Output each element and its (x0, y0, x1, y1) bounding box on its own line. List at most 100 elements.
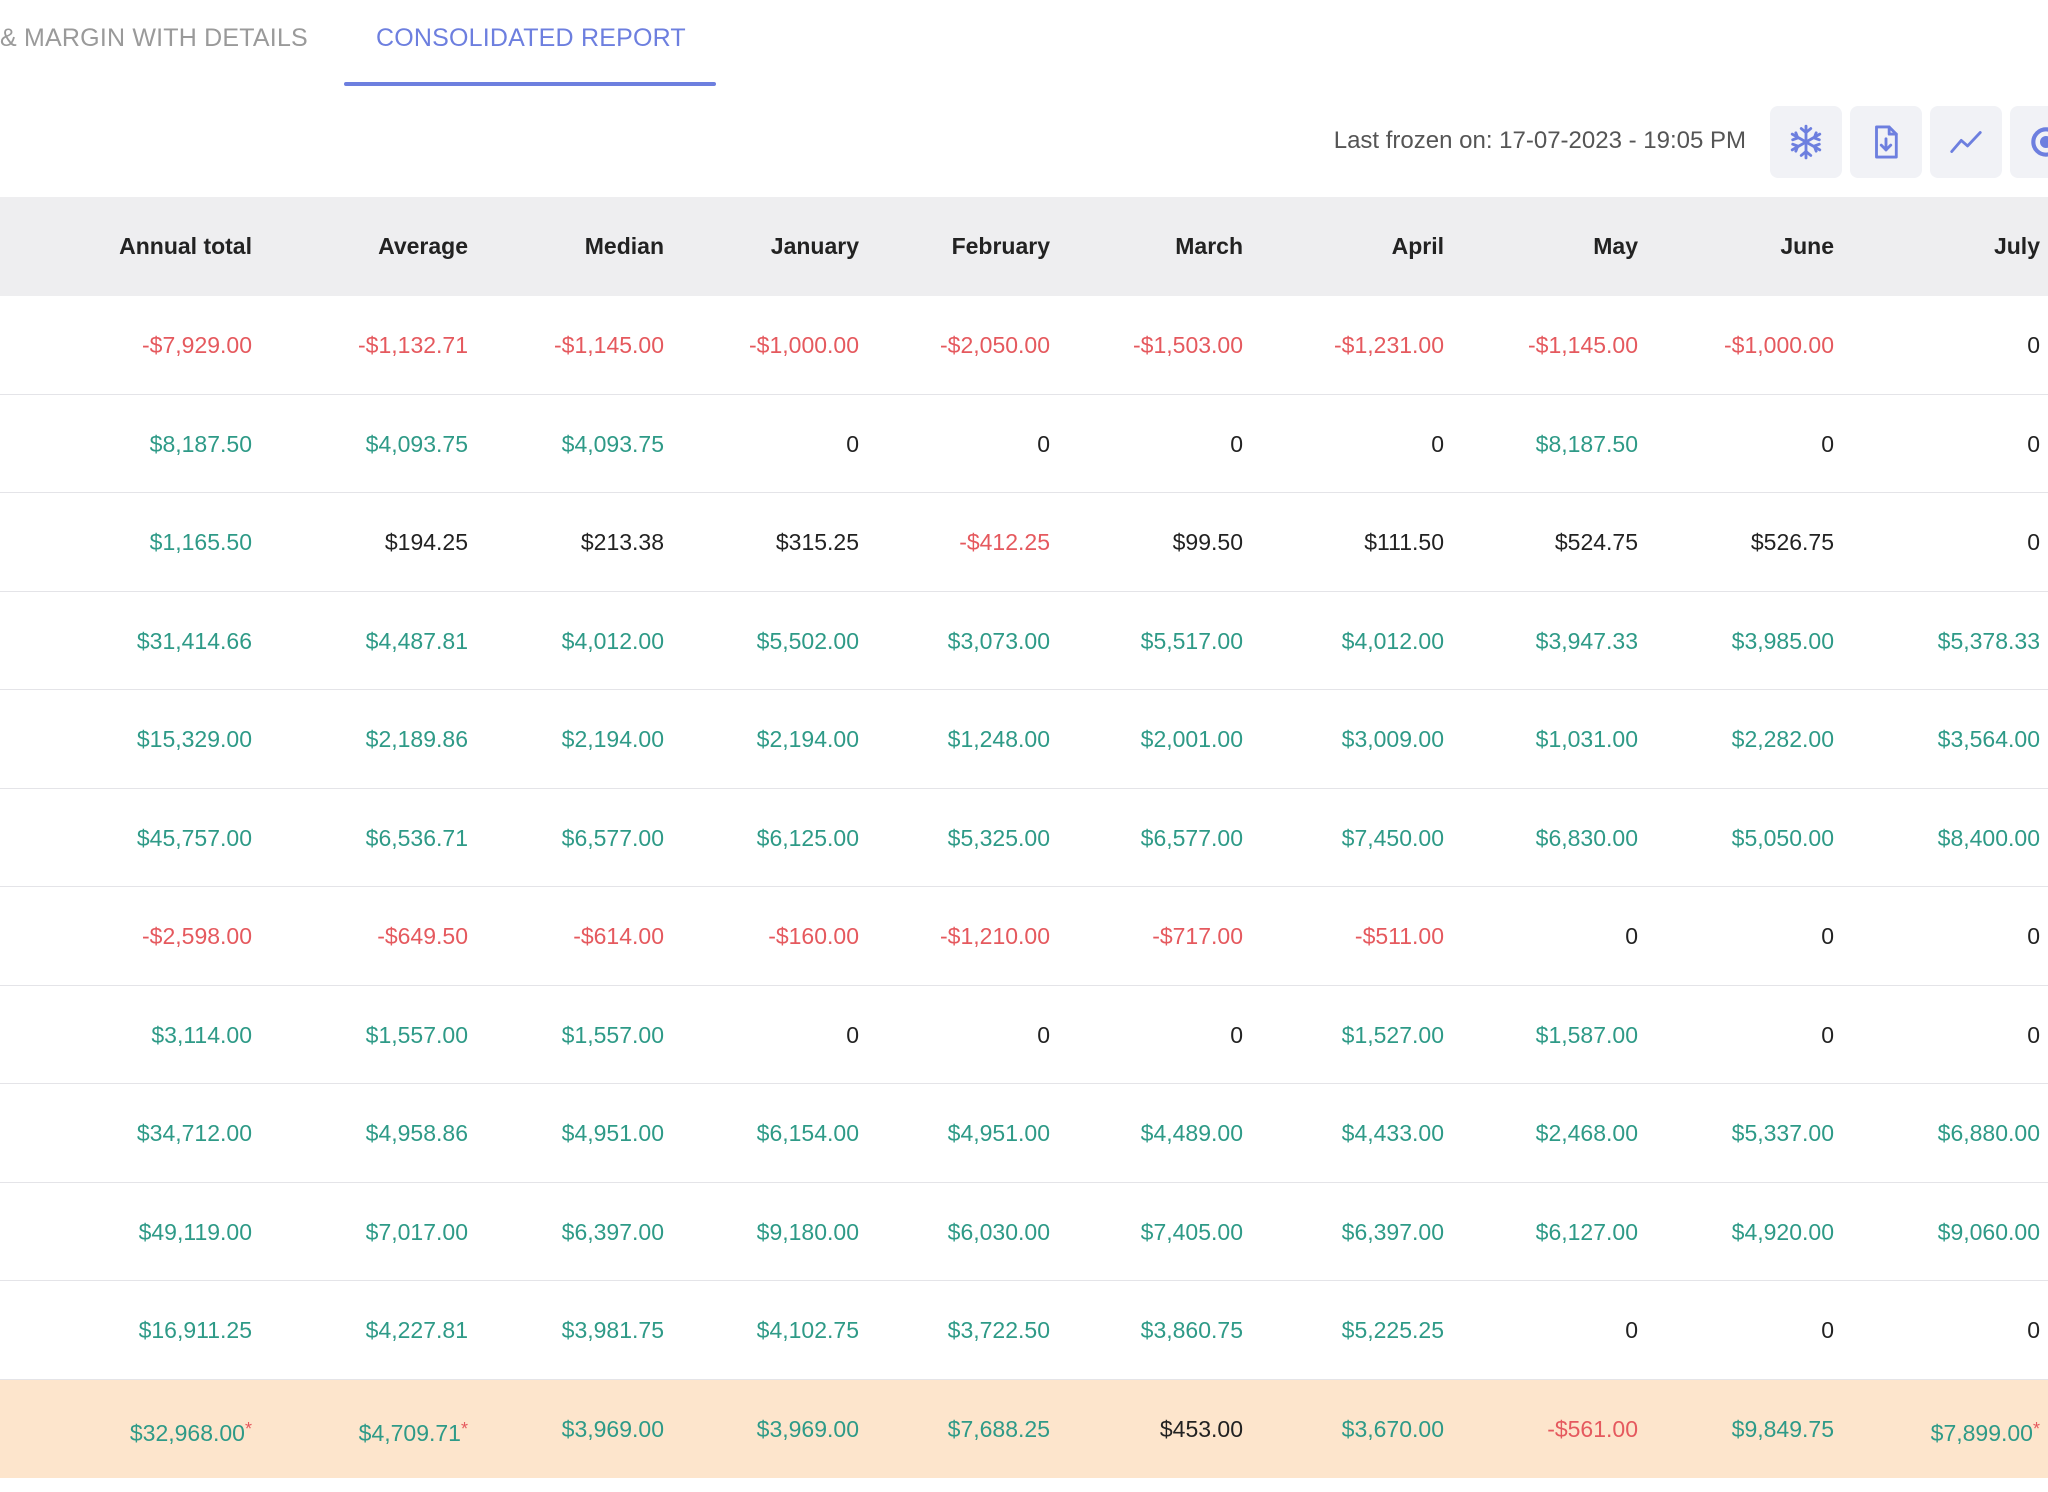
table-cell: $15,329.00 (52, 690, 252, 788)
column-header-january[interactable]: January (770, 233, 859, 259)
table-body: -$7,929.00 -$1,132.71 -$1,145.00 -$1,000.00… (0, 296, 2048, 1478)
table-row-highlighted: $32,968.00* $4,709.71* $3,969.00 $3,969.00 $… (0, 1379, 2048, 1478)
file-download-icon (1875, 125, 1898, 159)
cell-value: $2,194.00 (756, 726, 859, 752)
table-cell: $4,227.81 (268, 1281, 468, 1379)
cell-value: -$717.00 (1152, 923, 1243, 949)
cell-value: $6,830.00 (1535, 824, 1638, 851)
table-cell: 0 (1634, 1281, 1834, 1379)
cell-value: $7,688.25 (947, 1415, 1050, 1442)
table-cell: 0 (1438, 887, 1638, 985)
cell-value: -$1,145.00 (1528, 332, 1638, 358)
chart-button[interactable] (1930, 106, 2002, 178)
table-cell: $7,899.00* (1840, 1380, 2040, 1478)
report-toolbar: Last frozen on: 17-07-2023 - 19:05 PM (1048, 100, 2048, 180)
table-cell: $6,030.00 (850, 1183, 1050, 1281)
cell-value: $4,709.71 (358, 1419, 461, 1446)
cell-value: $5,050.00 (1731, 824, 1834, 851)
table-cell: $34,712.00 (52, 1084, 252, 1182)
table-cell: -$2,050.00 (850, 296, 1050, 394)
column-header-march[interactable]: March (1175, 233, 1243, 259)
column-header-july[interactable]: July (1993, 233, 2040, 259)
cell-value: 0 (846, 1021, 859, 1048)
table-cell: $2,194.00 (659, 690, 859, 788)
cell-value: $194.25 (384, 529, 468, 555)
table-cell: -$1,132.71 (268, 296, 468, 394)
cell-value: -$7,929.00 (142, 332, 252, 358)
report-tabs: & MARGIN WITH DETAILS CONSOLIDATED REPOR… (0, 0, 2048, 88)
column-header-average[interactable]: Average (378, 233, 468, 259)
cell-value: 0 (1821, 1021, 1834, 1048)
cell-value: -$160.00 (768, 923, 859, 949)
table-cell: $3,985.00 (1634, 592, 1834, 690)
cell-value: $1,557.00 (561, 1021, 664, 1048)
table-cell: $1,165.50 (52, 493, 252, 591)
download-button[interactable] (1850, 106, 1922, 178)
cell-value: $3,985.00 (1731, 627, 1834, 654)
table-cell: $4,012.00 (464, 592, 664, 690)
tab-margin-with-details[interactable]: & MARGIN WITH DETAILS (0, 24, 308, 52)
column-header-annual-total[interactable]: Annual total (119, 233, 252, 259)
table-cell: 0 (1840, 296, 2040, 394)
cell-value: $45,757.00 (136, 824, 252, 851)
column-header-june[interactable]: June (1780, 233, 1834, 259)
table-cell: $524.75 (1438, 493, 1638, 591)
table-cell: -$561.00 (1438, 1380, 1638, 1478)
cell-value: 0 (1037, 1021, 1050, 1048)
cell-value: $6,154.00 (756, 1120, 859, 1146)
table-cell: $31,414.66 (52, 592, 252, 690)
cell-value: $4,951.00 (947, 1120, 1050, 1146)
table-header: Annual total Average Median January February… (0, 197, 2048, 296)
adjusted-value-marker: * (244, 1418, 252, 1439)
cell-value: -$1,000.00 (749, 332, 859, 358)
cell-value: $99.50 (1172, 529, 1243, 555)
table-cell: $9,060.00 (1840, 1183, 2040, 1281)
cell-value: $315.25 (775, 529, 859, 555)
table-cell: $4,709.71* (268, 1380, 468, 1478)
table-cell: 0 (1634, 395, 1834, 493)
table-cell: $5,050.00 (1634, 789, 1834, 887)
last-frozen-label: Last frozen on: 17-07-2023 - 19:05 PM (1333, 127, 1746, 154)
table-cell: $5,502.00 (659, 592, 859, 690)
cell-value: -$1,231.00 (1334, 332, 1444, 358)
tab-consolidated-report[interactable]: CONSOLIDATED REPORT (376, 24, 686, 52)
settings-button[interactable] (2010, 106, 2048, 178)
table-row: $1,165.50 $194.25 $213.38 $315.25 -$412.25 $9… (0, 493, 2048, 592)
freeze-button[interactable] (1770, 106, 1842, 178)
cell-value: $8,400.00 (1937, 824, 2040, 851)
table-cell: -$160.00 (659, 887, 859, 985)
column-header-february[interactable]: February (951, 233, 1050, 259)
table-cell: -$1,145.00 (464, 296, 664, 394)
column-header-april[interactable]: April (1391, 233, 1444, 259)
cell-value: $3,969.00 (561, 1415, 664, 1442)
cell-value: $1,587.00 (1535, 1021, 1638, 1048)
cell-value: $15,329.00 (136, 726, 252, 752)
cell-value: $4,102.75 (756, 1317, 859, 1343)
cell-value: $5,325.00 (947, 824, 1050, 851)
table-cell: $2,468.00 (1438, 1084, 1638, 1182)
table-row: $16,911.25 $4,227.81 $3,981.75 $4,102.75 $3,… (0, 1281, 2048, 1380)
table-cell: $5,225.25 (1244, 1281, 1444, 1379)
table-cell: $3,969.00 (659, 1380, 859, 1478)
table-row: $31,414.66 $4,487.81 $4,012.00 $5,502.00 $3,… (0, 592, 2048, 690)
table-cell: -$717.00 (1043, 887, 1243, 985)
column-header-may[interactable]: May (1593, 233, 1638, 259)
adjusted-value-marker: * (460, 1418, 468, 1439)
table-cell: -$511.00 (1244, 887, 1444, 985)
cell-value: $3,073.00 (947, 627, 1050, 654)
table-cell: $6,397.00 (1244, 1183, 1444, 1281)
cell-value: $6,880.00 (1937, 1120, 2040, 1146)
table-cell: 0 (659, 395, 859, 493)
table-cell: 0 (1840, 1281, 2040, 1379)
cell-value: 0 (1230, 1021, 1243, 1048)
table-cell: $5,325.00 (850, 789, 1050, 887)
table-cell: $3,969.00 (464, 1380, 664, 1478)
cell-value: 0 (1625, 1317, 1638, 1343)
cell-value: $3,969.00 (756, 1415, 859, 1442)
table-cell: $3,947.33 (1438, 592, 1638, 690)
cell-value: $3,947.33 (1535, 627, 1638, 654)
table-cell: $32,968.00* (52, 1380, 252, 1478)
table-cell: 0 (850, 986, 1050, 1084)
cell-value: 0 (1037, 430, 1050, 457)
column-header-median[interactable]: Median (584, 233, 664, 259)
